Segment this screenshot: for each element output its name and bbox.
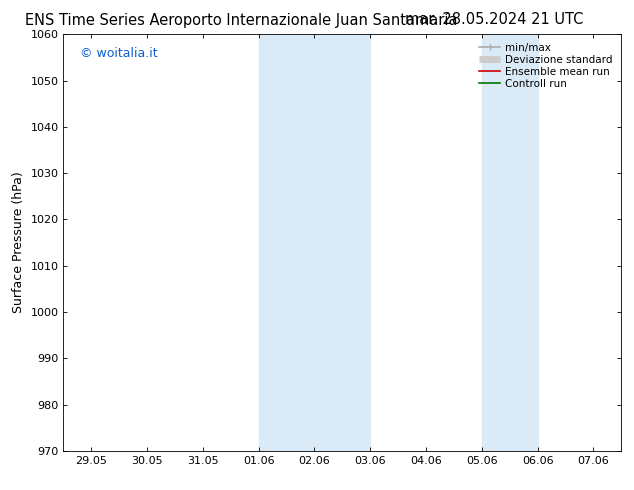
Bar [259, 34, 370, 451]
Text: © woitalia.it: © woitalia.it [80, 47, 158, 60]
Text: ENS Time Series Aeroporto Internazionale Juan Santamaría: ENS Time Series Aeroporto Internazionale… [25, 12, 457, 28]
Legend: min/max, Deviazione standard, Ensemble mean run, Controll run: min/max, Deviazione standard, Ensemble m… [476, 40, 616, 92]
Y-axis label: Surface Pressure (hPa): Surface Pressure (hPa) [12, 172, 25, 314]
Text: mar. 28.05.2024 21 UTC: mar. 28.05.2024 21 UTC [405, 12, 583, 27]
Bar [482, 34, 538, 451]
